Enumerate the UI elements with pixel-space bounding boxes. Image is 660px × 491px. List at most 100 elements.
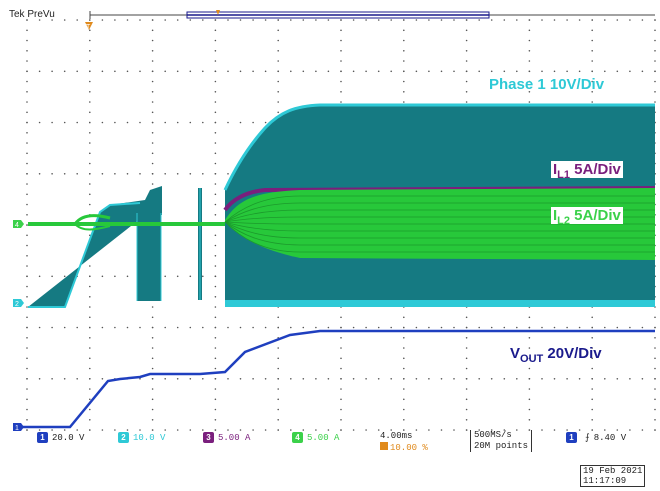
grid-dot bbox=[214, 121, 217, 124]
grid-dot bbox=[139, 121, 141, 124]
grid-dot bbox=[453, 70, 455, 73]
grid-dot bbox=[89, 183, 91, 185]
il1-label-main: I bbox=[553, 161, 558, 178]
grid-dot bbox=[89, 408, 91, 411]
grid-dot bbox=[403, 39, 405, 42]
grid-dot bbox=[151, 378, 154, 380]
grid-dot bbox=[290, 19, 292, 21]
grid-dot bbox=[214, 306, 217, 308]
ch4-marker[interactable]: 4 bbox=[13, 220, 24, 229]
grid-dot bbox=[126, 70, 129, 73]
grid-dot bbox=[214, 367, 217, 370]
grid-dot bbox=[340, 316, 342, 319]
grid-dot bbox=[478, 70, 481, 73]
grid-dot bbox=[528, 357, 531, 360]
grid-dot bbox=[151, 29, 154, 32]
grid-dot bbox=[26, 347, 28, 349]
grid-dot bbox=[26, 255, 28, 257]
grid-dot bbox=[89, 285, 91, 288]
grid-dot bbox=[151, 101, 154, 103]
rising-edge-icon: ⨍ bbox=[585, 433, 590, 443]
ch2-marker[interactable]: 2 bbox=[13, 299, 24, 308]
grid-dot bbox=[277, 408, 280, 411]
grid-dot bbox=[315, 378, 317, 380]
grid-dot bbox=[139, 326, 141, 329]
grid-dot bbox=[403, 429, 405, 431]
grid-dot bbox=[465, 70, 468, 73]
grid-dot bbox=[164, 326, 166, 329]
grid-dot bbox=[214, 29, 217, 32]
grid-dot bbox=[528, 70, 531, 73]
grid-dot bbox=[277, 50, 280, 52]
grid-dot bbox=[51, 121, 53, 124]
trigger-position-marker[interactable]: T bbox=[85, 22, 93, 31]
grid-dot bbox=[428, 326, 430, 329]
grid-dot bbox=[528, 91, 531, 93]
grid-dot bbox=[239, 70, 242, 73]
grid-dot bbox=[227, 70, 229, 73]
grid-dot bbox=[403, 357, 405, 360]
grid-dot bbox=[214, 326, 217, 329]
grid-dot bbox=[403, 398, 405, 401]
grid-dot bbox=[139, 173, 141, 175]
grid-dot bbox=[26, 173, 28, 175]
il2-envelope-line bbox=[224, 221, 655, 239]
grid-dot bbox=[126, 121, 129, 124]
grid-dot bbox=[26, 121, 28, 124]
vout-waveform bbox=[20, 329, 655, 429]
grid-dot bbox=[604, 70, 606, 73]
vout-label-sub: OUT bbox=[520, 353, 544, 365]
ch1-readout[interactable]: 1 20.0 V bbox=[37, 432, 84, 443]
grid-dot bbox=[189, 326, 192, 329]
grid-dot bbox=[214, 429, 217, 431]
grid-dot bbox=[101, 275, 104, 278]
grid-dot bbox=[440, 429, 443, 431]
grid-dot bbox=[654, 367, 656, 370]
grid-dot bbox=[528, 326, 531, 329]
ch2-readout[interactable]: 2 10.0 V bbox=[118, 432, 165, 443]
grid-dot bbox=[76, 378, 78, 380]
grid-dot bbox=[654, 19, 656, 21]
ch4-readout[interactable]: 4 5.00 A bbox=[292, 432, 339, 443]
grid-dot bbox=[377, 378, 380, 380]
grid-dot bbox=[214, 60, 217, 62]
ch3-readout[interactable]: 3 5.00 A bbox=[203, 432, 250, 443]
ch1-marker[interactable]: 1 bbox=[13, 423, 24, 432]
acquisition-status: Tek PreVu bbox=[9, 9, 55, 20]
grid-dot bbox=[239, 326, 242, 329]
grid-dot bbox=[214, 244, 217, 247]
grid-dot bbox=[151, 132, 154, 134]
grid-dot bbox=[151, 429, 154, 431]
grid-dot bbox=[277, 19, 280, 21]
grid-dot bbox=[503, 429, 506, 431]
timebase-readout[interactable]: 4.00ms 10.00 % bbox=[380, 431, 428, 454]
grid-dot bbox=[578, 429, 581, 431]
grid-dot bbox=[465, 367, 468, 370]
trigger-level: 8.40 V bbox=[593, 433, 627, 443]
grid-dot bbox=[176, 275, 179, 278]
grid-dot bbox=[101, 70, 104, 73]
grid-dot bbox=[277, 111, 280, 114]
grid-dot bbox=[51, 429, 53, 431]
grid-dot bbox=[528, 378, 531, 380]
grid-dot bbox=[26, 306, 28, 308]
grid-dot bbox=[578, 70, 581, 73]
grid-dot bbox=[264, 19, 267, 21]
il2-envelope-line bbox=[224, 216, 655, 223]
acquisition-readout[interactable]: 500MS/s 20M points bbox=[470, 430, 533, 452]
grid-dot bbox=[465, 326, 468, 329]
grid-dot bbox=[214, 173, 217, 175]
ch3-scale: 5.00 A bbox=[218, 433, 251, 443]
trigger-readout[interactable]: 1 ⨍ 8.40 V bbox=[566, 432, 626, 443]
grid-dot bbox=[403, 316, 405, 319]
grid-dot bbox=[176, 326, 179, 329]
grid-dot bbox=[566, 70, 568, 73]
grid-dot bbox=[641, 429, 644, 431]
grid-dot bbox=[126, 173, 129, 175]
record-position-bar[interactable] bbox=[89, 10, 655, 19]
grid-dot bbox=[553, 429, 556, 431]
grid-dot bbox=[26, 193, 28, 196]
grid-dot bbox=[528, 419, 531, 421]
grid-dot bbox=[76, 326, 78, 329]
grid-dot bbox=[277, 378, 280, 380]
